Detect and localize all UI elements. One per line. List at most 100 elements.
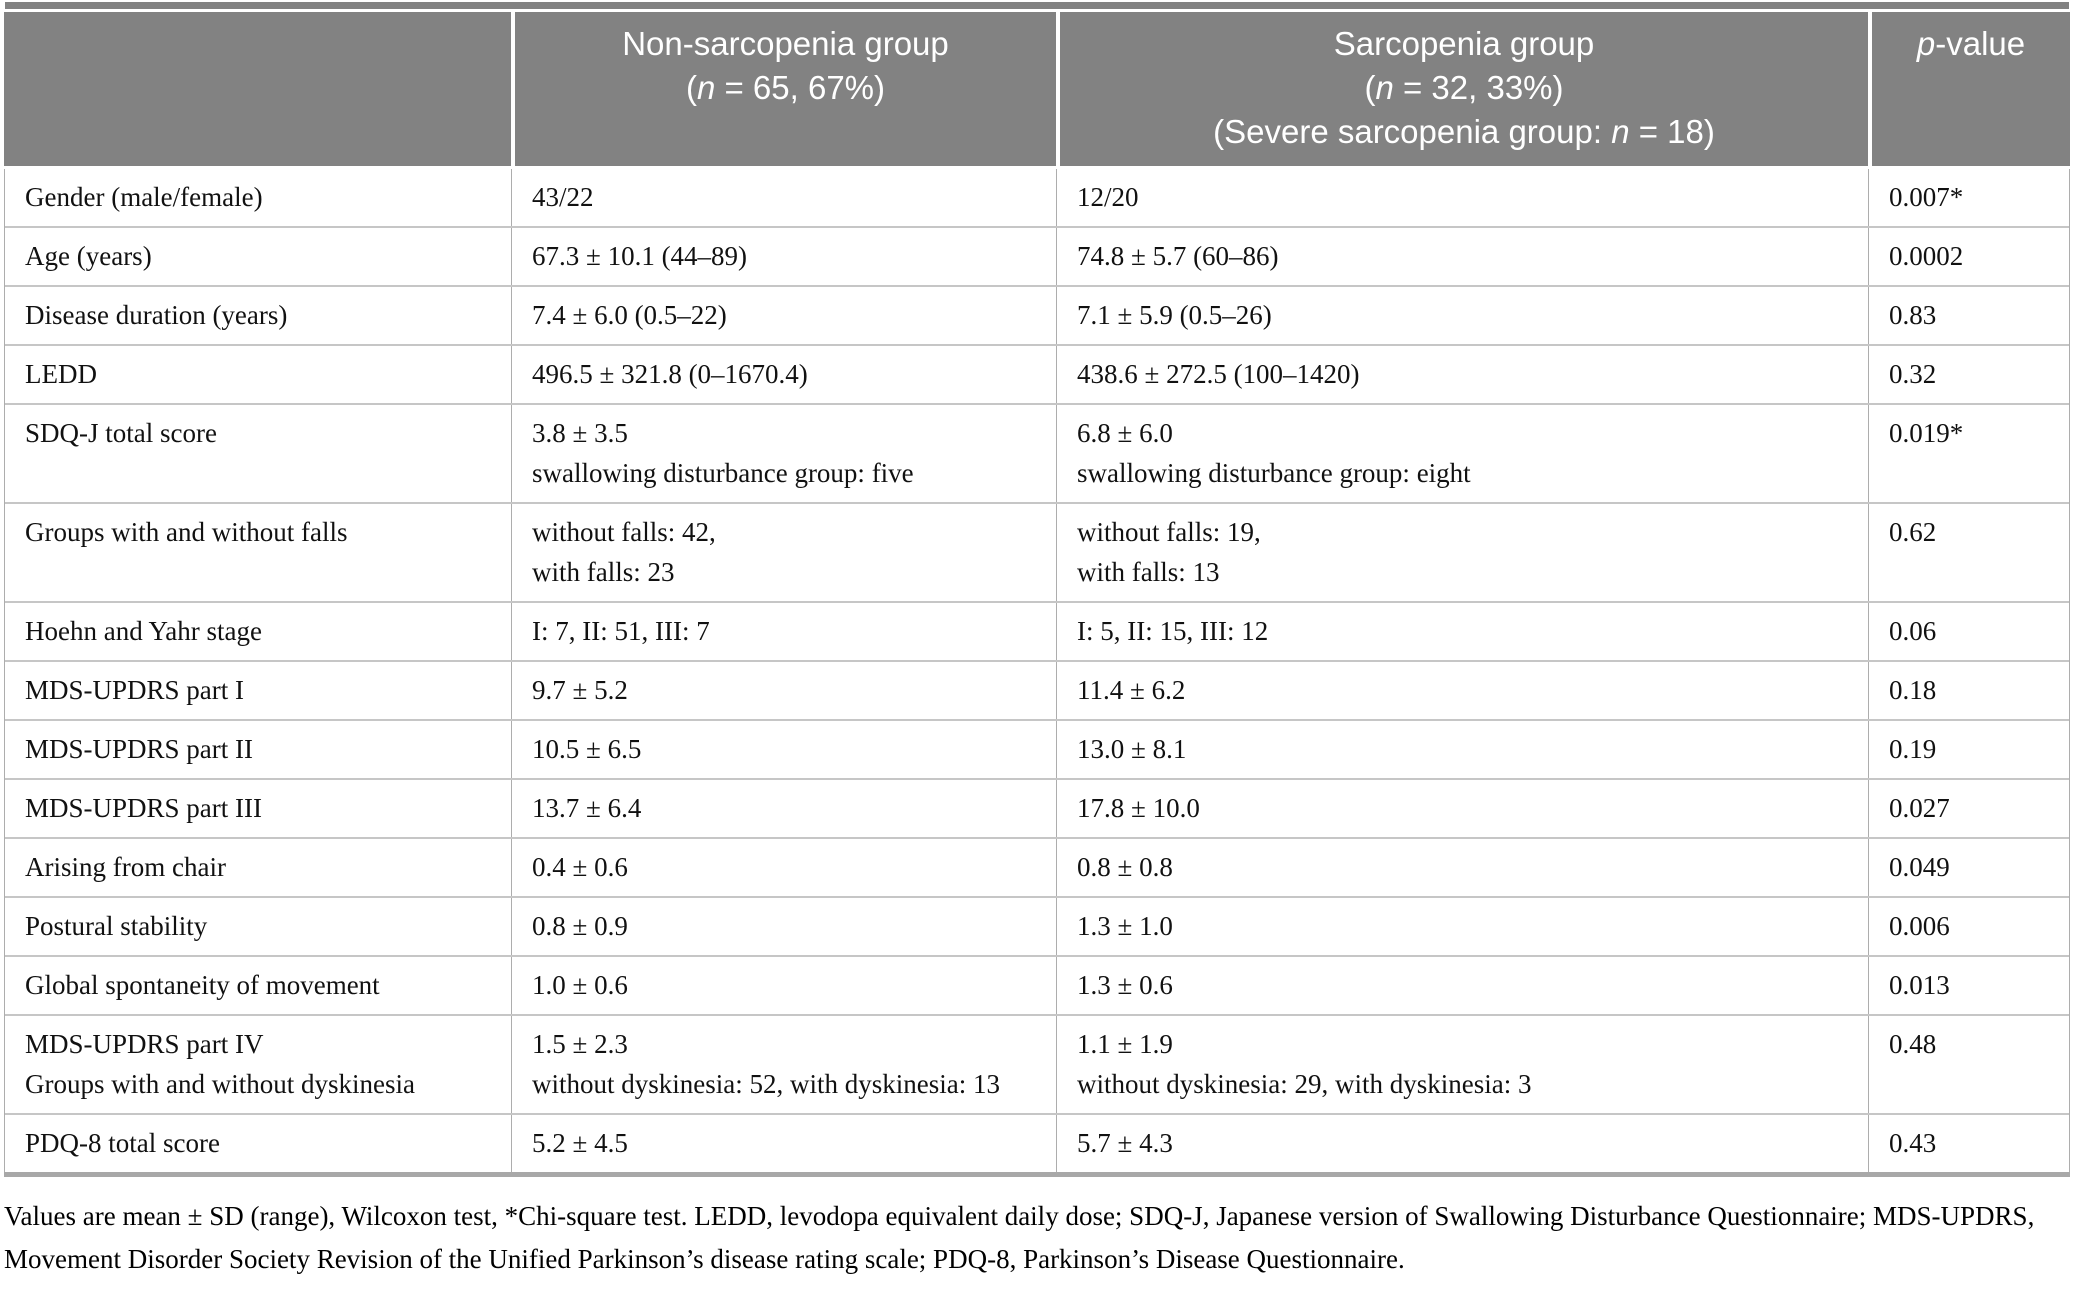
sarcopenia-value-cell: 1.3 ± 0.6	[1056, 957, 1868, 1014]
cell-text: 13.7 ± 6.4	[532, 793, 642, 823]
table-row: Arising from chair 0.4 ± 0.6 0.8 ± 0.8 0.04…	[5, 839, 2069, 898]
cell-text: Postural stability	[25, 911, 208, 941]
non-sarcopenia-value-cell: 1.0 ± 0.6	[511, 957, 1056, 1014]
sarcopenia-value-cell: without falls: 19, with falls: 13	[1056, 504, 1868, 601]
non-sarcopenia-value-cell: 43/22	[511, 169, 1056, 226]
non-sarcopenia-value-cell: 9.7 ± 5.2	[511, 662, 1056, 719]
non-sarcopenia-value-cell: I: 7, II: 51, III: 7	[511, 603, 1056, 660]
cell-text: with falls: 13	[1077, 557, 1220, 587]
cell-text: without falls: 42,	[532, 517, 716, 547]
cell-text: SDQ-J total score	[25, 418, 217, 448]
cell-text: 0.006	[1889, 911, 1950, 941]
table-row: Age (years) 67.3 ± 10.1 (44–89) 74.8 ± 5.7…	[5, 228, 2069, 287]
cell-text: I: 5, II: 15, III: 12	[1077, 616, 1269, 646]
cell-text: 7.1 ± 5.9 (0.5–26)	[1077, 300, 1272, 330]
cell-text: 0.049	[1889, 852, 1950, 882]
table-row: MDS-UPDRS part IV Groups with and without…	[5, 1016, 2069, 1115]
cell-text: 0.019*	[1889, 418, 1964, 448]
sarcopenia-value-cell: 1.3 ± 1.0	[1056, 898, 1868, 955]
table-row: Global spontaneity of movement 1.0 ± 0.6 1…	[5, 957, 2069, 1016]
table-row: Groups with and without falls without fal…	[5, 504, 2069, 603]
table-bottom-rule	[4, 1172, 2070, 1177]
cell-text: 0.62	[1889, 517, 1937, 547]
sarcopenia-value-cell: 12/20	[1056, 169, 1868, 226]
cell-text: 5.2 ± 4.5	[532, 1128, 628, 1158]
header-cell-line: (Severe sarcopenia group: n = 18)	[1213, 113, 1715, 150]
cell-text: 43/22	[532, 182, 594, 212]
cell-text: PDQ-8 total score	[25, 1128, 220, 1158]
cell-text: without dyskinesia: 29, with dyskinesia:…	[1077, 1069, 1532, 1099]
p-value-cell: 0.027	[1868, 780, 2069, 837]
table-row: MDS-UPDRS part II 10.5 ± 6.5 13.0 ± 8.1 0.1…	[5, 721, 2069, 780]
cell-text: 1.3 ± 0.6	[1077, 970, 1173, 1000]
sarcopenia-value-cell: 11.4 ± 6.2	[1056, 662, 1868, 719]
non-sarcopenia-value-cell: 7.4 ± 6.0 (0.5–22)	[511, 287, 1056, 344]
cell-text: 6.8 ± 6.0	[1077, 418, 1173, 448]
sarcopenia-value-cell: 74.8 ± 5.7 (60–86)	[1056, 228, 1868, 285]
cell-text: I: 7, II: 51, III: 7	[532, 616, 710, 646]
cell-text: Groups with and without dyskinesia	[25, 1069, 415, 1099]
sarcopenia-value-cell: 7.1 ± 5.9 (0.5–26)	[1056, 287, 1868, 344]
header-cell-line: p-value	[1916, 25, 2026, 62]
cell-text: 17.8 ± 10.0	[1077, 793, 1200, 823]
cell-text: 1.3 ± 1.0	[1077, 911, 1173, 941]
cell-text: MDS-UPDRS part III	[25, 793, 263, 823]
cell-text: LEDD	[25, 359, 97, 389]
non-sarcopenia-value-cell: 3.8 ± 3.5 swallowing disturbance group: f…	[511, 405, 1056, 502]
table-row: Disease duration (years) 7.4 ± 6.0 (0.5–2…	[5, 287, 2069, 346]
header-cell-p-value: p-value	[1868, 12, 2070, 166]
table-row: Postural stability 0.8 ± 0.9 1.3 ± 1.0 0.00…	[5, 898, 2069, 957]
sarcopenia-value-cell: 17.8 ± 10.0	[1056, 780, 1868, 837]
cell-text: 1.0 ± 0.6	[532, 970, 628, 1000]
cell-text: MDS-UPDRS part II	[25, 734, 254, 764]
cell-text: 1.1 ± 1.9	[1077, 1029, 1173, 1059]
p-value-cell: 0.19	[1868, 721, 2069, 778]
non-sarcopenia-value-cell: 0.4 ± 0.6	[511, 839, 1056, 896]
row-label-cell: LEDD	[5, 346, 511, 403]
table-row: MDS-UPDRS part III 13.7 ± 6.4 17.8 ± 10.0 0…	[5, 780, 2069, 839]
table-row: PDQ-8 total score 5.2 ± 4.5 5.7 ± 4.3 0.43	[5, 1115, 2069, 1172]
table-row: SDQ-J total score 3.8 ± 3.5 swallowing dis…	[5, 405, 2069, 504]
p-value-cell: 0.019*	[1868, 405, 2069, 502]
cell-text: with falls: 23	[532, 557, 675, 587]
non-sarcopenia-value-cell: 1.5 ± 2.3 without dyskinesia: 52, with dy…	[511, 1016, 1056, 1113]
table-row: MDS-UPDRS part I 9.7 ± 5.2 11.4 ± 6.2 0.18	[5, 662, 2069, 721]
table-row: LEDD 496.5 ± 321.8 (0–1670.4) 438.6 ± 272.…	[5, 346, 2069, 405]
cell-text: 74.8 ± 5.7 (60–86)	[1077, 241, 1279, 271]
non-sarcopenia-value-cell: 496.5 ± 321.8 (0–1670.4)	[511, 346, 1056, 403]
cell-text: Gender (male/female)	[25, 182, 263, 212]
p-value-cell: 0.007*	[1868, 169, 2069, 226]
cell-text: 0.18	[1889, 675, 1937, 705]
cell-text: 5.7 ± 4.3	[1077, 1128, 1173, 1158]
non-sarcopenia-value-cell: 10.5 ± 6.5	[511, 721, 1056, 778]
cell-text: 0.8 ± 0.9	[532, 911, 628, 941]
non-sarcopenia-value-cell: 13.7 ± 6.4	[511, 780, 1056, 837]
cell-text: Hoehn and Yahr stage	[25, 616, 262, 646]
sarcopenia-value-cell: 0.8 ± 0.8	[1056, 839, 1868, 896]
cell-text: Global spontaneity of movement	[25, 970, 380, 1000]
sarcopenia-value-cell: 5.7 ± 4.3	[1056, 1115, 1868, 1172]
cell-text: 0.4 ± 0.6	[532, 852, 628, 882]
cell-text: 0.06	[1889, 616, 1937, 646]
cell-text: 0.027	[1889, 793, 1950, 823]
header-cell-line: Non-sarcopenia group	[622, 25, 949, 62]
cell-text: swallowing disturbance group: five	[532, 458, 914, 488]
cell-text: 0.19	[1889, 734, 1937, 764]
header-cell-line: (n = 32, 33%)	[1364, 69, 1564, 106]
table-footnote: Values are mean ± SD (range), Wilcoxon t…	[4, 1201, 2035, 1274]
table-top-rule	[5, 2, 2069, 9]
cell-text: without dyskinesia: 52, with dyskinesia:…	[532, 1069, 1000, 1099]
p-value-cell: 0.049	[1868, 839, 2069, 896]
row-label-cell: MDS-UPDRS part I	[5, 662, 511, 719]
cell-text: Disease duration (years)	[25, 300, 288, 330]
cell-text: Age (years)	[25, 241, 152, 271]
cell-text: 7.4 ± 6.0 (0.5–22)	[532, 300, 727, 330]
cell-text: 0.8 ± 0.8	[1077, 852, 1173, 882]
non-sarcopenia-value-cell: without falls: 42, with falls: 23	[511, 504, 1056, 601]
row-label-cell: MDS-UPDRS part IV Groups with and without…	[5, 1016, 511, 1113]
sarcopenia-value-cell: 6.8 ± 6.0 swallowing disturbance group: e…	[1056, 405, 1868, 502]
p-value-cell: 0.013	[1868, 957, 2069, 1014]
p-value-cell: 0.32	[1868, 346, 2069, 403]
p-value-cell: 0.18	[1868, 662, 2069, 719]
non-sarcopenia-value-cell: 5.2 ± 4.5	[511, 1115, 1056, 1172]
